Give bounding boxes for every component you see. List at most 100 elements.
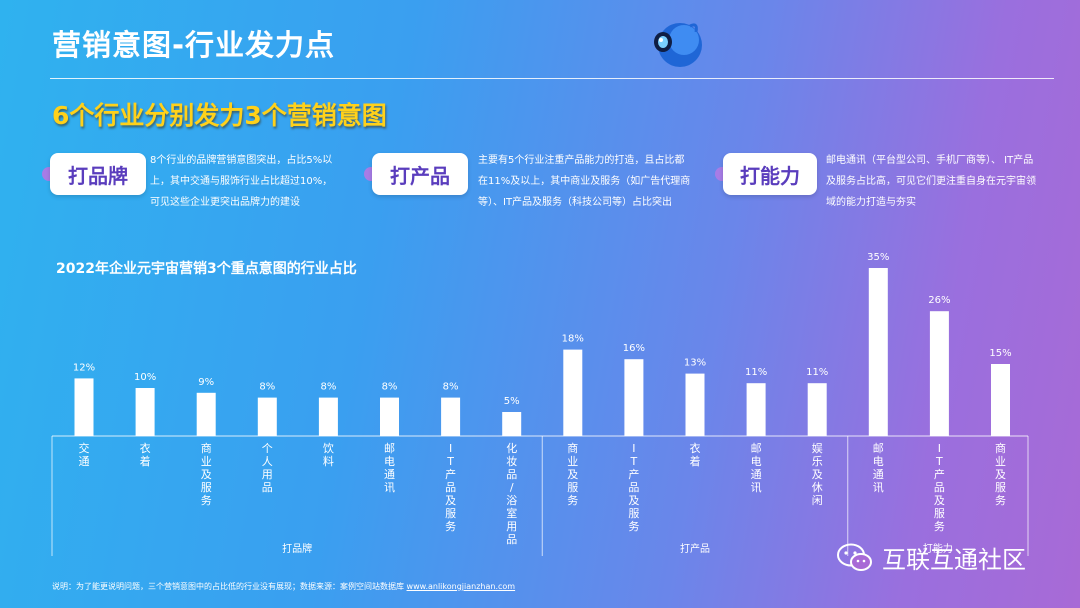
- category-char: 务: [934, 520, 945, 533]
- bar-value-label: 13%: [684, 358, 706, 369]
- desc-line: 域的能力打造与夯实: [826, 197, 916, 208]
- bar: [991, 364, 1010, 436]
- watermark: 互联互通社区: [836, 540, 1026, 575]
- desc-line: 等）、IT产品及服务（科技公司等）占比突出: [478, 197, 673, 208]
- category-char: 品: [506, 468, 517, 481]
- category-char: 妆: [506, 455, 517, 468]
- bar-value-label: 8%: [443, 382, 459, 393]
- category-char: 闲: [812, 493, 823, 507]
- category-char: 着: [140, 454, 151, 468]
- category-char: 娱: [812, 441, 823, 455]
- bar: [746, 383, 766, 436]
- category-char: 休: [812, 481, 823, 494]
- category-char: 务: [995, 494, 1006, 507]
- bar-value-label: 12%: [73, 362, 95, 373]
- category-char: 服: [567, 481, 578, 494]
- category-char: T: [446, 455, 454, 468]
- chart-title: 2022年企业元宇宙营销3个重点意图的行业占比: [56, 261, 357, 277]
- bar: [380, 397, 399, 436]
- category-label: 饮料: [323, 442, 334, 468]
- desc-line: 邮电通讯（平台型公司、手机厂商等）、 IT产品: [826, 155, 1034, 166]
- category-char: I: [449, 442, 452, 455]
- category-label: 商业及服务: [201, 441, 212, 507]
- category-char: 商: [567, 441, 578, 455]
- desc-line: 8个行业的品牌营销意图突出，占比5%以: [150, 155, 333, 166]
- category-char: 品: [506, 533, 517, 546]
- bar: [74, 378, 94, 436]
- source-link[interactable]: www.anlikongjianzhan.com: [406, 582, 516, 591]
- category-char: 业: [995, 455, 1006, 468]
- page-title: 营销意图-行业发力点: [52, 28, 336, 62]
- bar: [502, 412, 522, 436]
- category-char: 室: [506, 506, 517, 520]
- desc-line: 上，其中交通与服饰行业占比超过10%，: [150, 176, 333, 187]
- category-char: 及: [812, 468, 823, 481]
- category-char: 商: [201, 441, 212, 455]
- category-char: 通: [873, 468, 884, 481]
- category-char: 邮: [873, 442, 884, 455]
- category-char: T: [630, 455, 638, 468]
- badge-brand: 打品牌: [50, 153, 146, 195]
- category-char: 品: [934, 481, 945, 494]
- bar-value-label: 18%: [562, 334, 584, 345]
- category-char: 通: [751, 468, 762, 481]
- wechat-icon: [837, 543, 872, 571]
- category-label: 娱乐及休闲: [812, 441, 823, 507]
- bar: [624, 359, 644, 436]
- category-label: 邮电通讯: [751, 442, 762, 494]
- category-char: 及: [995, 468, 1006, 481]
- bar-value-label: 8%: [259, 382, 275, 393]
- desc-capability: 邮电通讯（平台型公司、手机厂商等）、 IT产品 及服务占比高，可见它们更注重自身…: [826, 150, 1036, 213]
- category-char: 邮: [751, 442, 762, 455]
- category-label: 邮电通讯: [873, 442, 884, 494]
- category-char: 务: [567, 494, 578, 507]
- category-char: 服: [445, 507, 456, 520]
- category-label: 化妆品/浴室用品: [506, 441, 517, 546]
- category-label: 商业及服务: [567, 441, 578, 507]
- category-char: 服: [995, 481, 1006, 494]
- desc-line: 主要有5个行业注重产品能力的打造，且占比都: [478, 155, 685, 166]
- bar-value-label: 5%: [504, 396, 520, 407]
- category-char: 乐: [812, 455, 823, 468]
- desc-product: 主要有5个行业注重产品能力的打造，且占比都 在11%及以上，其中商业及服务（如广…: [478, 150, 690, 213]
- bar: [685, 373, 705, 436]
- subtitle: 6个行业分别发力3个营销意图: [52, 101, 387, 130]
- category-label: 衣着: [690, 441, 701, 468]
- category-char: 品: [262, 481, 273, 494]
- bar: [196, 392, 216, 436]
- category-char: 人: [262, 455, 273, 468]
- desc-brand: 8个行业的品牌营销意图突出，占比5%以 上，其中交通与服饰行业占比超过10%， …: [150, 150, 332, 213]
- category-char: 衣: [690, 441, 701, 455]
- category-char: T: [935, 455, 943, 468]
- desc-line: 可见这些企业更突出品牌力的建设: [150, 197, 300, 208]
- bar: [257, 397, 277, 436]
- category-char: 衣: [140, 441, 151, 455]
- desc-line: 在11%及以上，其中商业及服务（如广告代理商: [478, 176, 691, 187]
- category-char: 产: [445, 467, 456, 481]
- category-char: 用: [262, 468, 273, 481]
- category-char: I: [938, 442, 941, 455]
- title-divider: [50, 78, 1054, 79]
- category-char: 服: [201, 481, 212, 494]
- watermark-text: 互联互通社区: [882, 546, 1026, 574]
- bar: [441, 397, 461, 436]
- category-char: 品: [445, 481, 456, 494]
- footnote: 说明：为了能更说明问题，三个营销意图中的占比低的行业没有展现；数据来源：案例空间…: [52, 581, 515, 592]
- category-char: 用: [506, 520, 517, 533]
- category-char: 电: [751, 455, 762, 468]
- category-label: I T 产品及服务: [445, 442, 456, 533]
- bar-value-label: 11%: [745, 367, 767, 378]
- bar: [563, 349, 583, 436]
- category-char: 业: [567, 455, 578, 468]
- badge-capability: 打能力: [723, 153, 817, 195]
- category-char: 务: [201, 494, 212, 507]
- category-char: 业: [201, 455, 212, 468]
- category-label: 交通: [79, 441, 90, 468]
- category-char: I: [632, 442, 635, 455]
- category-char: 电: [873, 455, 884, 468]
- bar: [868, 268, 888, 436]
- category-char: 商: [995, 441, 1006, 455]
- group-label: 打品牌: [282, 542, 312, 555]
